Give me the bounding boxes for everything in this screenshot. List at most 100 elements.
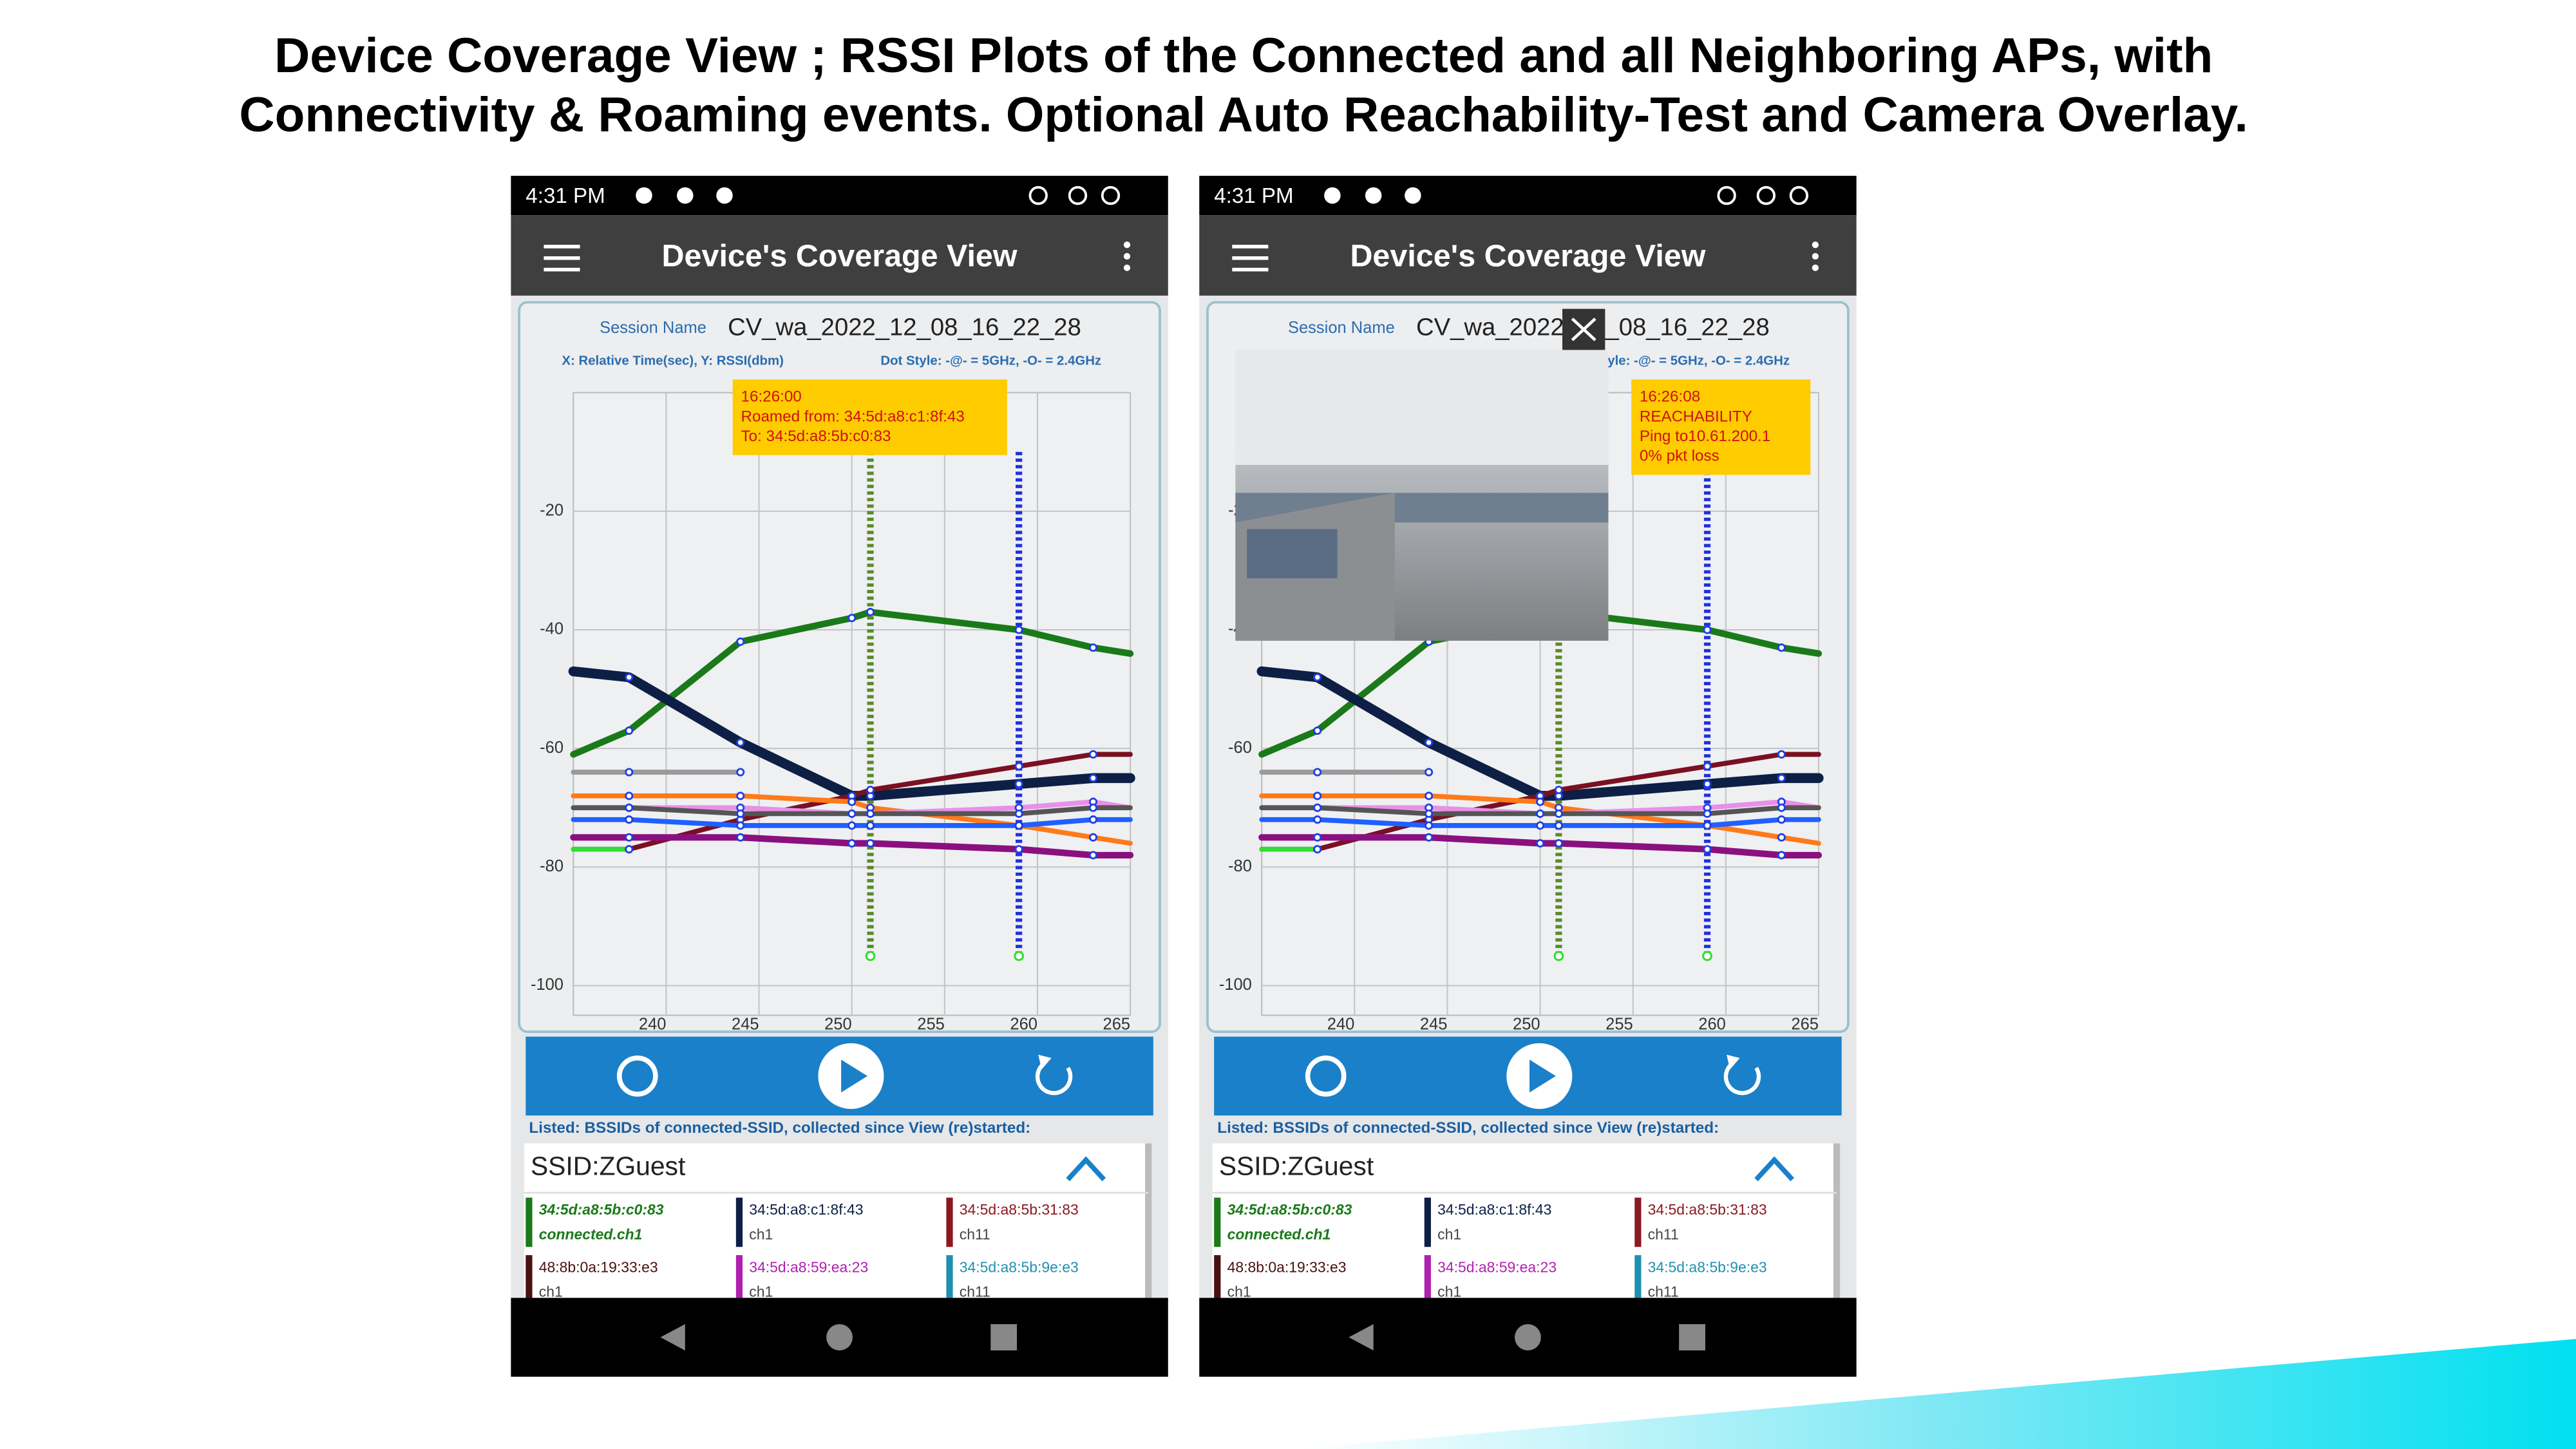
event-end bbox=[1702, 951, 1712, 961]
kebab-dot bbox=[1812, 264, 1819, 271]
bssid-channel: ch1 bbox=[749, 1226, 773, 1242]
event-annotation-box bbox=[1631, 379, 1811, 475]
rssi-line bbox=[571, 752, 1133, 852]
data-dot bbox=[1088, 815, 1097, 824]
bssid-mac: 34:5d:a8:59:ea:23 bbox=[1437, 1258, 1557, 1275]
data-dot bbox=[1088, 643, 1097, 652]
bssid-color-bar bbox=[1634, 1255, 1642, 1305]
data-dot bbox=[1313, 726, 1322, 735]
x-tick-label: 260 bbox=[1010, 1016, 1037, 1034]
data-dot bbox=[625, 833, 634, 842]
data-dot bbox=[1703, 762, 1712, 771]
overflow-menu-button[interactable] bbox=[1123, 242, 1131, 271]
listed-note: Listed: BSSIDs of connected-SSID, collec… bbox=[1217, 1119, 1719, 1137]
rssi-line bbox=[570, 609, 1134, 758]
back-button[interactable] bbox=[660, 1324, 685, 1350]
home-button[interactable] bbox=[826, 1324, 853, 1350]
ssid-name: SSID:ZGuest bbox=[1219, 1151, 1374, 1181]
menu-icon-bar bbox=[1232, 267, 1269, 272]
status-icon bbox=[1789, 185, 1809, 205]
data-dot bbox=[1425, 738, 1434, 747]
data-dot bbox=[1777, 833, 1786, 842]
data-dot bbox=[1313, 845, 1322, 854]
y-tick-label: -80 bbox=[540, 857, 564, 875]
play-icon bbox=[841, 1059, 867, 1093]
bssid-channel: connected.ch1 bbox=[539, 1226, 643, 1242]
camera-overlay bbox=[1235, 350, 1609, 641]
menu-button[interactable] bbox=[544, 245, 580, 272]
data-dot bbox=[866, 786, 875, 795]
recents-button[interactable] bbox=[990, 1324, 1018, 1350]
event-annotation-text: 16:26:00 bbox=[741, 388, 802, 406]
data-dot bbox=[1703, 625, 1712, 634]
event-annotation-text: Ping to10.61.200.1 bbox=[1640, 428, 1770, 445]
dot-style-note: Dot Style: -@- = 5GHz, -O- = 2.4GHz bbox=[1569, 354, 1790, 368]
rewind-button[interactable] bbox=[616, 1056, 658, 1097]
data-dot bbox=[1554, 809, 1563, 818]
data-dot bbox=[1536, 809, 1545, 818]
y-tick-label: -60 bbox=[540, 739, 564, 757]
recents-button[interactable] bbox=[1679, 1324, 1705, 1350]
y-tick-label: -60 bbox=[1228, 739, 1252, 757]
menu-icon-bar bbox=[544, 245, 580, 249]
status-icon bbox=[1365, 187, 1382, 204]
event-annotation-text: Roamed from: 34:5d:a8:c1:8f:43 bbox=[741, 408, 965, 425]
data-dot bbox=[1777, 851, 1786, 860]
rewind-button[interactable] bbox=[1305, 1056, 1347, 1097]
status-icon bbox=[677, 187, 694, 204]
bssid-mac: 34:5d:a8:5b:31:83 bbox=[1648, 1201, 1767, 1218]
ssid-panel bbox=[524, 1143, 1149, 1298]
phone-screen: 4:31 PM Device's Coverage View Session Nam… bbox=[1199, 175, 1857, 1377]
bssid-color-bar bbox=[1424, 1255, 1431, 1305]
bssid-color-bar bbox=[1214, 1197, 1221, 1247]
bssid-color-bar bbox=[1424, 1197, 1431, 1247]
data-dot bbox=[1554, 821, 1563, 830]
x-tick-label: 245 bbox=[1420, 1016, 1448, 1034]
data-dot bbox=[1777, 750, 1786, 759]
refresh-button[interactable] bbox=[1723, 1061, 1761, 1095]
data-dot bbox=[1014, 845, 1023, 854]
slide-title: Device Coverage View ; RSSI Plots of the… bbox=[274, 28, 2213, 83]
overflow-menu-button[interactable] bbox=[1812, 242, 1819, 271]
status-bar bbox=[1199, 175, 1857, 216]
collapse-button[interactable] bbox=[1754, 1156, 1794, 1182]
bssid-color-bar bbox=[526, 1255, 533, 1305]
data-dot bbox=[1425, 833, 1434, 842]
data-dot bbox=[848, 809, 857, 818]
data-dot bbox=[625, 815, 634, 824]
close-icon bbox=[1571, 317, 1596, 341]
refresh-arrow bbox=[1727, 1054, 1740, 1070]
data-dot bbox=[625, 791, 634, 800]
event-end bbox=[865, 951, 876, 961]
collapse-button[interactable] bbox=[1066, 1156, 1106, 1182]
data-dot bbox=[1014, 779, 1023, 788]
data-dot bbox=[625, 673, 634, 682]
refresh-button[interactable] bbox=[1035, 1061, 1073, 1095]
data-dot bbox=[1703, 779, 1712, 788]
x-tick-label: 255 bbox=[917, 1016, 945, 1034]
bssid-color-bar bbox=[1634, 1197, 1642, 1247]
app-title: Device's Coverage View bbox=[662, 238, 1018, 273]
bssid-channel: ch1 bbox=[1437, 1283, 1461, 1300]
status-icon bbox=[1756, 185, 1776, 205]
home-button[interactable] bbox=[1515, 1324, 1541, 1350]
ssid-scrollbar bbox=[1833, 1143, 1841, 1298]
status-icon bbox=[1101, 185, 1121, 205]
slide-title: Connectivity & Roaming events. Optional … bbox=[239, 88, 2248, 142]
rssi-line bbox=[1259, 817, 1821, 828]
ssid-scrollbar bbox=[1145, 1143, 1152, 1298]
event-end bbox=[1014, 951, 1025, 961]
data-dot bbox=[1777, 803, 1786, 812]
status-time: 4:31 PM bbox=[526, 184, 605, 208]
data-dot bbox=[848, 614, 857, 623]
rssi-line bbox=[1259, 805, 1821, 817]
bssid-mac: 34:5d:a8:59:ea:23 bbox=[749, 1258, 868, 1275]
axis-note: X: Relative Time(sec), Y: RSSI(dbm) bbox=[562, 354, 783, 368]
data-dot bbox=[1703, 845, 1712, 854]
menu-button[interactable] bbox=[1232, 245, 1269, 272]
bssid-mac: 34:5d:a8:5b:31:83 bbox=[960, 1201, 1079, 1218]
menu-icon-bar bbox=[1232, 245, 1269, 249]
x-tick-label: 240 bbox=[639, 1016, 667, 1034]
rssi-line bbox=[571, 805, 1133, 817]
back-button[interactable] bbox=[1349, 1324, 1374, 1350]
